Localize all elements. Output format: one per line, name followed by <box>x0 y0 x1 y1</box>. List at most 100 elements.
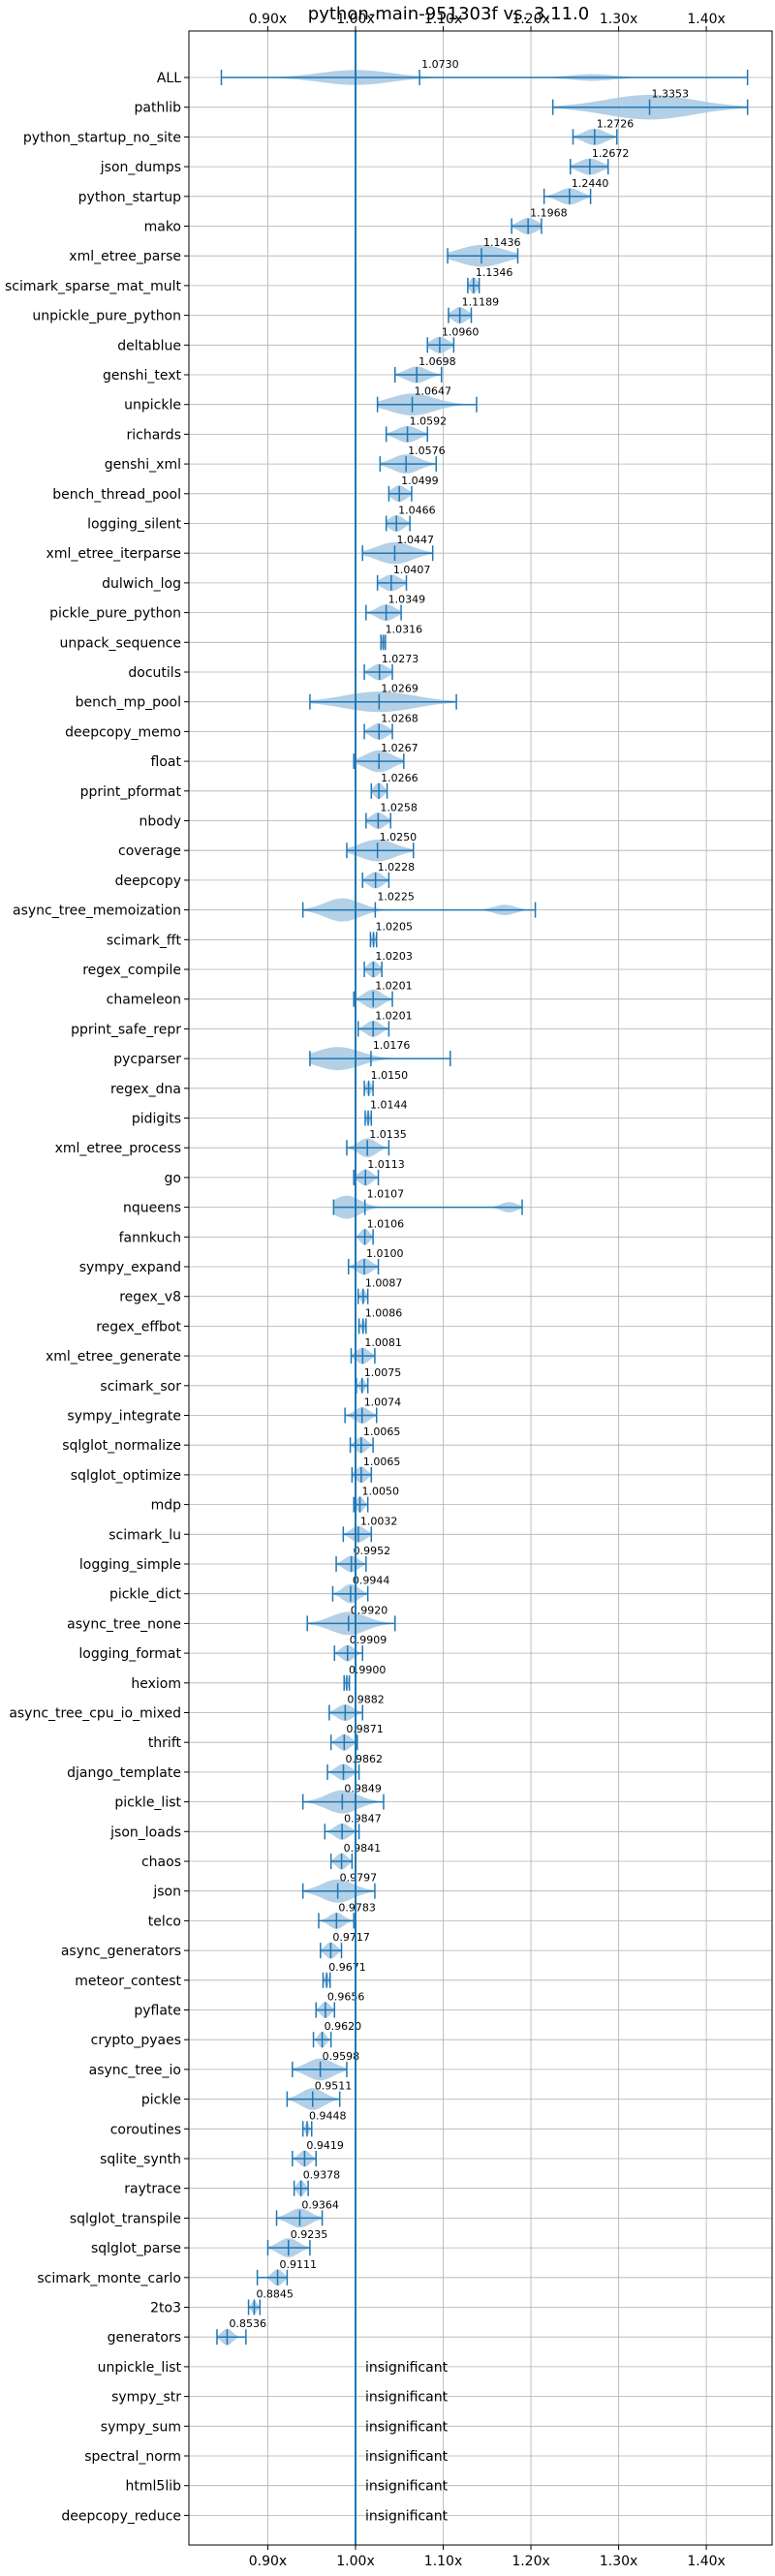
benchmark-label: sqlite_synth <box>100 2152 181 2167</box>
value-label: 1.0205 <box>376 920 414 933</box>
x-tick-label-bottom: 1.10x <box>424 2554 462 2569</box>
value-label: 1.0576 <box>408 445 446 457</box>
benchmark-label: pprint_safe_repr <box>71 1022 181 1037</box>
value-label: 1.0730 <box>421 58 459 71</box>
value-label: 0.9111 <box>280 2258 318 2271</box>
benchmark-label: xml_etree_parse <box>69 249 181 264</box>
value-label: 1.0268 <box>381 712 418 724</box>
value-label: 1.0050 <box>362 1486 400 1498</box>
benchmark-label: regex_effbot <box>96 1319 181 1334</box>
value-label: 0.9783 <box>338 1901 376 1914</box>
benchmark-label: telco <box>148 1914 181 1929</box>
benchmark-label: ALL <box>157 71 181 86</box>
benchmark-label: async_tree_memoization <box>13 904 181 919</box>
value-label: 1.0144 <box>370 1099 408 1112</box>
x-tick-label-top: 1.10x <box>424 12 462 27</box>
benchmark-label: genshi_xml <box>105 457 181 473</box>
x-tick-label-top: 0.90x <box>249 12 287 27</box>
benchmark-label: regex_dna <box>110 1082 181 1097</box>
value-label: 1.0349 <box>388 594 426 606</box>
benchmark-label: sympy_integrate <box>67 1409 181 1425</box>
benchmark-label: json <box>152 1885 181 1900</box>
insignificant-label: insignificant <box>365 2479 449 2495</box>
value-label: 1.1189 <box>462 296 500 309</box>
benchmark-label: chameleon <box>107 993 181 1008</box>
plot-frame <box>189 31 772 2545</box>
benchmark-label: sqlglot_optimize <box>71 1468 181 1484</box>
value-label: 1.0065 <box>363 1456 401 1468</box>
value-label: 1.0176 <box>373 1039 411 1052</box>
value-label: 0.8536 <box>229 2317 266 2330</box>
benchmark-labels: ALL pathlib python_startup_no_site json_dum… <box>5 71 181 2524</box>
value-label: 1.0269 <box>381 683 418 695</box>
benchmark-label: scimark_lu <box>108 1527 181 1543</box>
x-tick-label-bottom: 1.40x <box>687 2554 725 2569</box>
value-label: 1.0592 <box>410 414 448 427</box>
benchmark-label: django_template <box>67 1765 181 1781</box>
grid <box>189 31 772 2545</box>
value-label: 1.0106 <box>367 1217 405 1230</box>
value-label: 1.0266 <box>381 772 418 784</box>
value-label: 0.9847 <box>344 1812 382 1825</box>
plot-area: 1.0730 1.3353 1.2726 1.2672 1.2440 1.1968 1.14… <box>217 31 748 2545</box>
x-tick-label-top: 1.40x <box>687 12 725 27</box>
value-label: 1.0273 <box>382 653 419 665</box>
value-label: 1.0407 <box>393 564 431 576</box>
value-label: 1.0225 <box>377 891 415 904</box>
insignificant-label: insignificant <box>365 2390 449 2406</box>
benchmark-label: sympy_expand <box>79 1260 181 1275</box>
benchmark-label: python_startup <box>78 190 181 205</box>
benchmark-label: unpack_sequence <box>60 635 181 651</box>
value-label: 0.9849 <box>344 1783 382 1795</box>
benchmark-label: async_tree_io <box>89 2063 181 2078</box>
benchmark-label: sympy_str <box>111 2390 181 2406</box>
benchmark-label: pathlib <box>135 101 182 116</box>
benchmark-label: pickle_pure_python <box>49 606 181 622</box>
benchmark-label: coverage <box>118 843 181 859</box>
benchmark-label: logging_silent <box>87 517 181 533</box>
value-label: 0.9717 <box>332 1931 370 1944</box>
value-label: 1.0107 <box>367 1188 405 1201</box>
benchmark-label: pickle <box>141 2093 181 2108</box>
insignificant-label: insignificant <box>365 2360 449 2376</box>
insignificant-label: insignificant <box>365 2419 449 2435</box>
value-label: 1.0647 <box>415 385 452 398</box>
benchmark-label: richards <box>127 427 182 443</box>
benchmark-label: mdp <box>151 1498 182 1514</box>
benchmark-label: mako <box>144 220 181 235</box>
x-tick-label-bottom: 0.90x <box>249 2554 287 2569</box>
benchmark-label: genshi_text <box>103 368 182 383</box>
value-label: 1.0203 <box>375 950 413 963</box>
benchmark-label: async_tree_none <box>67 1616 181 1632</box>
benchmark-label: xml_etree_iterparse <box>46 546 181 562</box>
value-label: 0.9235 <box>291 2228 328 2241</box>
value-label: 1.3353 <box>652 88 690 101</box>
benchmark-label: pidigits <box>132 1112 181 1127</box>
value-label: 1.0081 <box>364 1336 402 1349</box>
value-label: 1.0960 <box>442 325 480 338</box>
benchmark-label: sqlglot_parse <box>91 2241 181 2256</box>
value-label: 1.0267 <box>381 742 418 754</box>
value-label: 1.0032 <box>360 1515 398 1527</box>
x-tick-label-top: 1.30x <box>600 12 637 27</box>
benchmark-label: thrift <box>148 1735 182 1751</box>
benchmark-label: meteor_contest <box>75 1974 181 1989</box>
benchmark-label: deepcopy <box>115 874 181 889</box>
x-tick-label-bottom: 1.20x <box>512 2554 549 2569</box>
benchmark-label: sympy_sum <box>101 2419 181 2435</box>
benchmark-label: html5lib <box>126 2479 182 2495</box>
value-label: 1.0228 <box>378 861 416 874</box>
benchmark-label: unpickle_list <box>98 2360 182 2376</box>
benchmark-label: pycparser <box>113 1052 181 1067</box>
benchmark-label: fannkuch <box>119 1230 181 1245</box>
value-label: 1.0499 <box>401 475 439 487</box>
benchmark-label: xml_etree_generate <box>46 1349 181 1365</box>
benchmark-label: pyflate <box>134 2004 181 2019</box>
value-label: 0.9944 <box>353 1575 390 1587</box>
value-label: 0.9598 <box>323 2050 360 2063</box>
benchmark-label: pprint_pformat <box>80 784 182 800</box>
benchmark-label: pickle_list <box>114 1795 181 1811</box>
value-label: 0.9378 <box>303 2169 341 2182</box>
x-tick-label-bottom: 1.30x <box>600 2554 637 2569</box>
value-label: 1.0074 <box>364 1396 402 1409</box>
